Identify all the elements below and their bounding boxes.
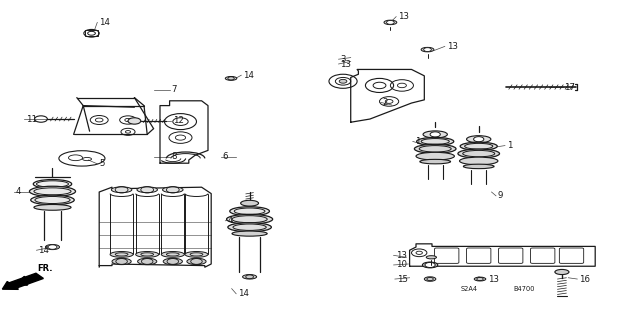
Ellipse shape [422, 262, 438, 268]
Text: FR.: FR. [37, 264, 52, 273]
Text: 2: 2 [383, 98, 388, 107]
Text: 7: 7 [172, 85, 177, 94]
Ellipse shape [467, 136, 491, 143]
Ellipse shape [415, 144, 456, 153]
Text: 8: 8 [172, 152, 177, 161]
Ellipse shape [161, 252, 184, 257]
Text: 14: 14 [243, 71, 254, 80]
Ellipse shape [138, 258, 157, 265]
Ellipse shape [232, 231, 268, 236]
Text: 11: 11 [26, 115, 36, 124]
Circle shape [430, 132, 440, 137]
Ellipse shape [474, 277, 486, 281]
Ellipse shape [112, 258, 131, 265]
Ellipse shape [458, 149, 500, 158]
Text: 10: 10 [396, 260, 406, 269]
Ellipse shape [187, 258, 206, 265]
Text: 15: 15 [397, 275, 408, 284]
Ellipse shape [423, 131, 447, 138]
Text: 4: 4 [16, 188, 22, 196]
Ellipse shape [185, 252, 208, 257]
Circle shape [128, 118, 141, 124]
Text: 12: 12 [173, 116, 184, 125]
Text: 9: 9 [498, 191, 503, 200]
Text: 14: 14 [99, 18, 110, 27]
Text: B4700: B4700 [513, 286, 535, 292]
Ellipse shape [111, 187, 132, 193]
FancyArrow shape [3, 273, 44, 289]
Text: 3: 3 [340, 55, 346, 64]
Ellipse shape [163, 258, 182, 265]
Ellipse shape [424, 277, 436, 281]
Ellipse shape [416, 152, 454, 160]
Text: 6: 6 [223, 152, 228, 161]
Ellipse shape [228, 223, 271, 232]
Circle shape [474, 137, 484, 142]
Text: 17: 17 [564, 83, 575, 92]
Ellipse shape [45, 244, 60, 250]
Circle shape [425, 262, 435, 268]
Circle shape [424, 48, 431, 52]
Ellipse shape [29, 186, 76, 196]
Ellipse shape [421, 47, 434, 52]
Text: S2A4: S2A4 [461, 286, 478, 292]
Ellipse shape [163, 187, 183, 193]
Ellipse shape [227, 214, 273, 224]
Text: 13: 13 [488, 275, 499, 284]
Ellipse shape [417, 138, 454, 145]
Ellipse shape [31, 195, 74, 205]
Text: 14: 14 [38, 246, 49, 255]
Ellipse shape [136, 252, 159, 257]
Circle shape [48, 245, 57, 249]
Text: 16: 16 [579, 275, 590, 284]
Ellipse shape [426, 256, 436, 259]
Ellipse shape [243, 275, 257, 279]
Ellipse shape [230, 207, 269, 216]
Text: 13: 13 [398, 12, 409, 21]
Ellipse shape [110, 252, 133, 257]
Ellipse shape [460, 142, 497, 150]
Ellipse shape [463, 164, 494, 169]
Ellipse shape [241, 200, 259, 206]
Circle shape [387, 20, 394, 24]
Circle shape [339, 79, 347, 83]
Text: 14: 14 [238, 289, 249, 298]
Ellipse shape [460, 157, 498, 165]
Ellipse shape [33, 180, 72, 188]
Ellipse shape [555, 269, 569, 275]
Text: 13: 13 [396, 251, 406, 260]
Text: 5: 5 [99, 159, 105, 168]
Ellipse shape [225, 76, 237, 80]
Text: 1: 1 [507, 141, 513, 150]
Ellipse shape [34, 204, 71, 210]
Text: 1: 1 [415, 137, 420, 146]
Ellipse shape [137, 187, 157, 193]
Ellipse shape [420, 159, 451, 164]
Text: 13: 13 [447, 42, 458, 51]
Ellipse shape [384, 20, 397, 25]
Text: 4: 4 [227, 216, 233, 225]
Text: 13: 13 [340, 60, 351, 68]
